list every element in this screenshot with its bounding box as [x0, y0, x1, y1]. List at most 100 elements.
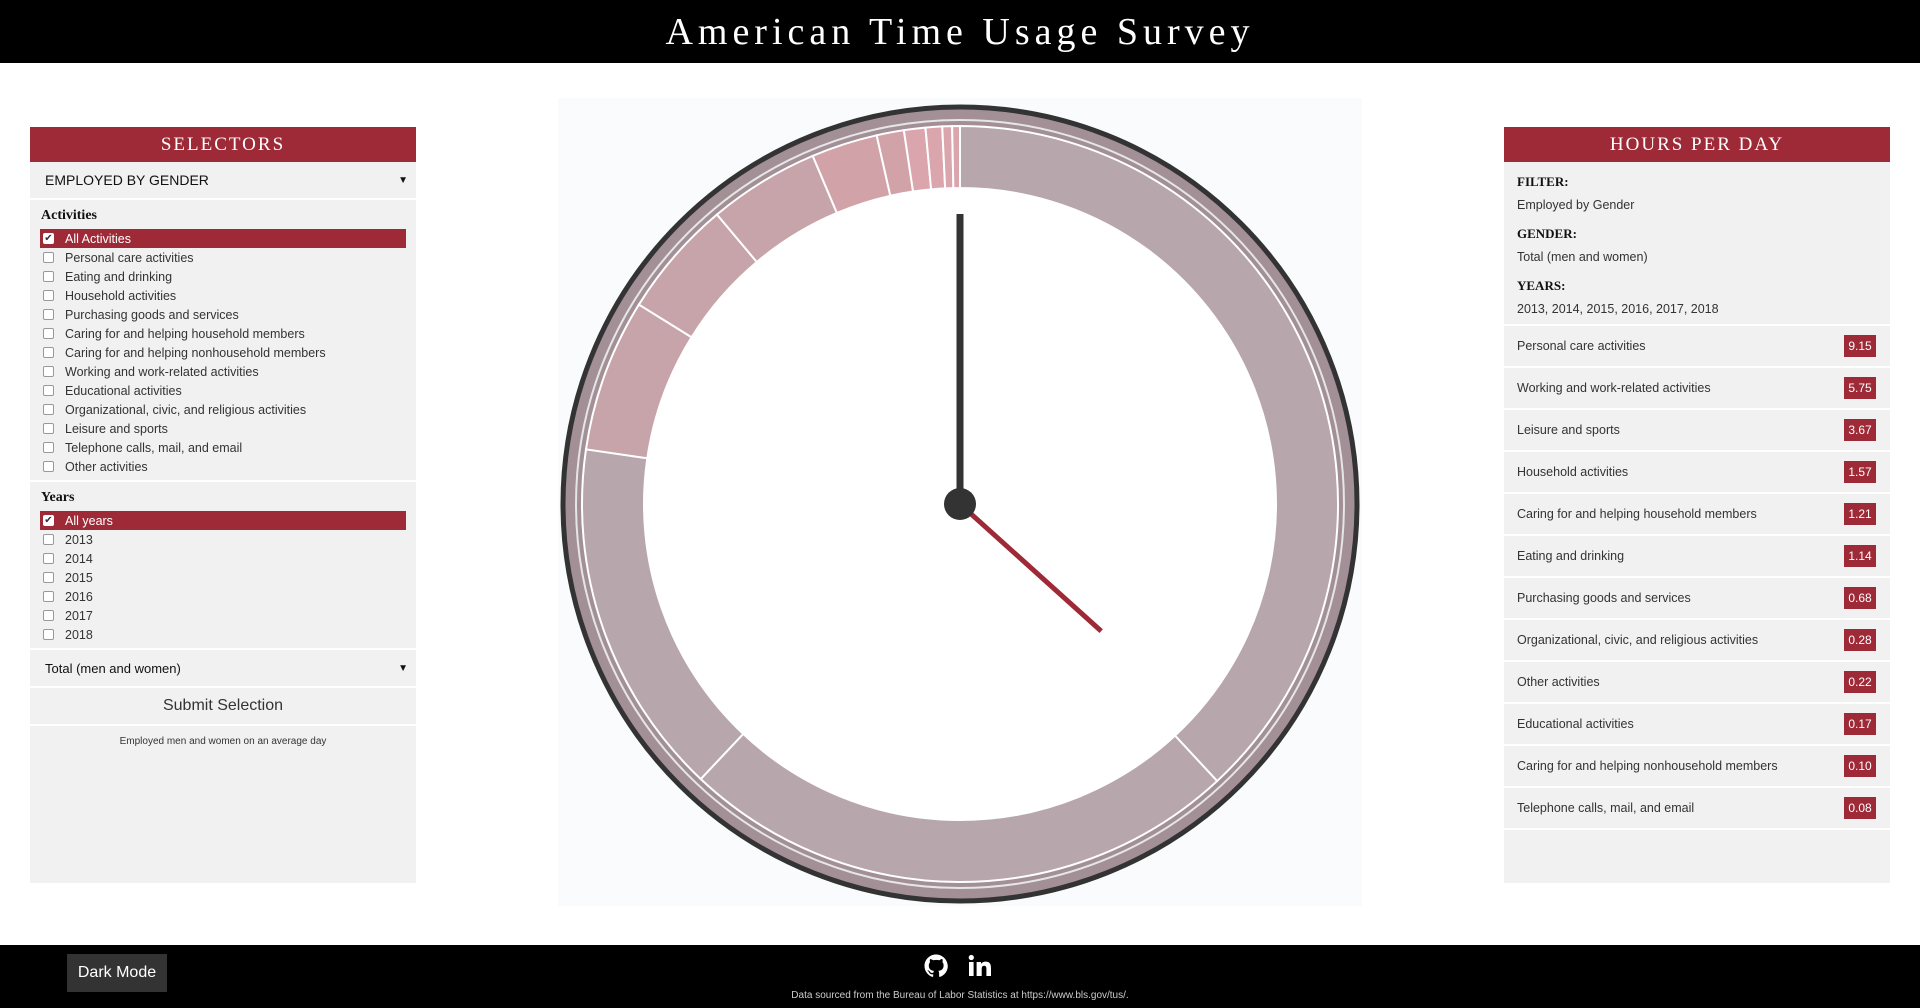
checkbox[interactable] — [43, 404, 54, 415]
hours-value-badge: 0.17 — [1844, 713, 1876, 735]
checkbox[interactable] — [43, 252, 54, 263]
gender-select[interactable]: Total (men and women) ▼ — [30, 650, 416, 688]
activity-option-label: Caring for and helping household members — [65, 326, 305, 341]
clock-svg — [560, 104, 1360, 904]
github-icon[interactable] — [924, 954, 948, 978]
activity-option[interactable]: Purchasing goods and services — [40, 305, 406, 324]
year-option[interactable]: 2013 — [40, 530, 406, 549]
activity-option[interactable]: Personal care activities — [40, 248, 406, 267]
hours-value-badge: 0.68 — [1844, 587, 1876, 609]
activity-option-label: Purchasing goods and services — [65, 307, 239, 322]
checkbox[interactable] — [43, 309, 54, 320]
checkbox[interactable] — [43, 423, 54, 434]
filter-select-value: EMPLOYED BY GENDER — [45, 172, 209, 188]
activity-option-label: All Activities — [65, 231, 131, 246]
activity-option[interactable]: Other activities — [40, 457, 406, 476]
hours-value-badge: 0.10 — [1844, 755, 1876, 777]
hours-row-label: Caring for and helping household members — [1517, 507, 1757, 521]
activity-option-label: Caring for and helping nonhousehold memb… — [65, 345, 326, 360]
linkedin-icon[interactable] — [968, 954, 992, 978]
hours-row-label: Organizational, civic, and religious act… — [1517, 633, 1759, 647]
checkbox[interactable] — [43, 572, 54, 583]
hours-row-label: Household activities — [1517, 465, 1629, 479]
activity-option-label: Eating and drinking — [65, 269, 173, 284]
clock-inner-rim — [575, 119, 1345, 889]
checkbox[interactable] — [43, 629, 54, 640]
activity-option-label: Telephone calls, mail, and email — [65, 440, 243, 455]
checkbox-checked[interactable]: ✔ — [43, 232, 54, 244]
hours-row: Leisure and sports 3.67 — [1504, 410, 1890, 452]
hours-row-label: Telephone calls, mail, and email — [1517, 801, 1695, 815]
filter-label: FILTER: — [1517, 174, 1569, 189]
activity-option[interactable]: Leisure and sports — [40, 419, 406, 438]
year-option[interactable]: 2015 — [40, 568, 406, 587]
hours-value-badge: 9.15 — [1844, 335, 1876, 357]
checkbox[interactable] — [43, 290, 54, 301]
hours-row: Household activities 1.57 — [1504, 452, 1890, 494]
filter-value: Employed by Gender — [1517, 198, 1635, 212]
years-title: Years — [41, 490, 75, 505]
selectors-panel: SELECTORS EMPLOYED BY GENDER ▼ Activitie… — [30, 127, 416, 883]
hours-row-label: Eating and drinking — [1517, 549, 1625, 563]
activity-option[interactable]: Educational activities — [40, 381, 406, 400]
activity-option[interactable]: Caring for and helping household members — [40, 324, 406, 343]
activity-option[interactable]: Caring for and helping nonhousehold memb… — [40, 343, 406, 362]
hours-value-badge: 5.75 — [1844, 377, 1876, 399]
hours-value-badge: 0.28 — [1844, 629, 1876, 651]
checkbox-checked[interactable]: ✔ — [43, 514, 54, 526]
activity-option[interactable]: Working and work-related activities — [40, 362, 406, 381]
year-option[interactable]: 2018 — [40, 625, 406, 644]
activity-option-label: Personal care activities — [65, 250, 194, 265]
activity-option[interactable]: Telephone calls, mail, and email — [40, 438, 406, 457]
hour-hand — [958, 502, 1103, 633]
checkbox[interactable] — [43, 385, 54, 396]
activity-option[interactable]: Eating and drinking — [40, 267, 406, 286]
clock-center-pin — [944, 488, 976, 520]
year-option-label: 2016 — [65, 589, 93, 604]
activity-option-label: Leisure and sports — [65, 421, 168, 436]
hours-list: Personal care activities 9.15 Working and … — [1504, 326, 1890, 830]
submit-button[interactable]: Submit Selection — [30, 688, 416, 726]
hours-row-label: Leisure and sports — [1517, 423, 1620, 437]
checkbox[interactable] — [43, 442, 54, 453]
checkbox[interactable] — [43, 366, 54, 377]
activity-option-label: Educational activities — [65, 383, 182, 398]
checkbox[interactable] — [43, 553, 54, 564]
checkbox[interactable] — [43, 610, 54, 621]
hours-row: Purchasing goods and services 0.68 — [1504, 578, 1890, 620]
hours-panel: HOURS PER DAY FILTER: Employed by Gender… — [1504, 127, 1890, 883]
hours-row: Organizational, civic, and religious act… — [1504, 620, 1890, 662]
hours-row: Personal care activities 9.15 — [1504, 326, 1890, 368]
selection-caption: Employed men and women on an average day — [119, 736, 327, 747]
checkbox[interactable] — [43, 591, 54, 602]
source-text: Data sourced from the Bureau of Labor St… — [791, 990, 1129, 1001]
gender-select-value: Total (men and women) — [45, 660, 181, 676]
year-option-label: 2018 — [65, 627, 93, 642]
hours-row: Telephone calls, mail, and email 0.08 — [1504, 788, 1890, 830]
year-option[interactable]: 2014 — [40, 549, 406, 568]
hours-row: Educational activities 0.17 — [1504, 704, 1890, 746]
hours-value-badge: 1.21 — [1844, 503, 1876, 525]
checkbox[interactable] — [43, 347, 54, 358]
checkbox[interactable] — [43, 461, 54, 472]
hours-row: Eating and drinking 1.14 — [1504, 536, 1890, 578]
selectors-title: SELECTORS — [30, 127, 416, 162]
hours-value-badge: 0.08 — [1844, 797, 1876, 819]
year-option[interactable]: 2017 — [40, 606, 406, 625]
checkbox[interactable] — [43, 271, 54, 282]
dark-mode-button[interactable]: Dark Mode — [67, 954, 167, 992]
year-option[interactable]: ✔ All years — [40, 511, 406, 530]
footer: Dark Mode Data sourced from the Bureau o… — [0, 945, 1920, 1008]
activity-option[interactable]: ✔ All Activities — [40, 229, 406, 248]
years-value: 2013, 2014, 2015, 2016, 2017, 2018 — [1517, 302, 1719, 316]
year-option[interactable]: 2016 — [40, 587, 406, 606]
checkbox[interactable] — [43, 534, 54, 545]
clock-chart — [558, 98, 1362, 906]
activity-option[interactable]: Household activities — [40, 286, 406, 305]
activities-group: Activities ✔ All Activities Personal care … — [30, 200, 416, 482]
checkbox[interactable] — [43, 328, 54, 339]
year-option-label: 2013 — [65, 532, 93, 547]
activity-option[interactable]: Organizational, civic, and religious act… — [40, 400, 406, 419]
filter-select[interactable]: EMPLOYED BY GENDER ▼ — [30, 162, 416, 200]
year-list: ✔ All years 2013 2014 2015 2016 2017 2018 — [40, 511, 406, 644]
